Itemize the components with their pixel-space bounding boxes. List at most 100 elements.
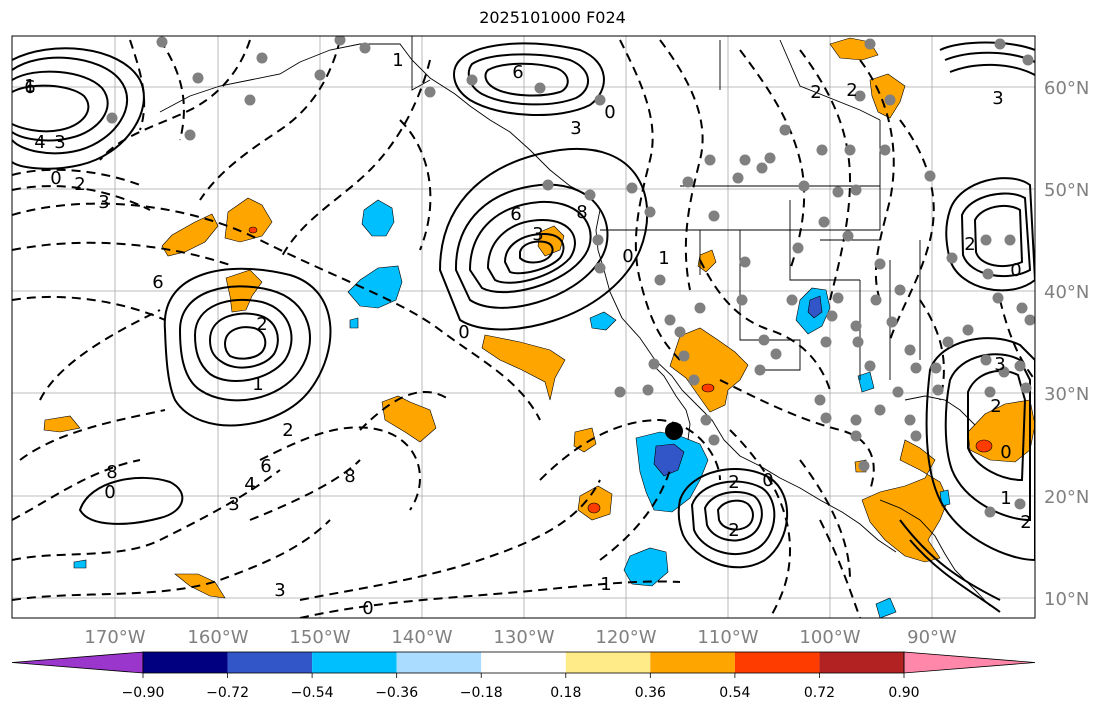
station-dot	[942, 336, 954, 348]
latitude-label: 10°N	[1044, 589, 1089, 610]
station-dot	[534, 82, 546, 94]
station-dot	[708, 434, 720, 446]
station-dot	[592, 234, 604, 246]
contour-label: 3	[992, 88, 1003, 109]
contour-label: 3	[228, 494, 239, 515]
colorbar-tick-label: 0.90	[888, 685, 919, 701]
colorbar-tick-label: −0.36	[375, 685, 418, 701]
dashed-contour-lines	[12, 39, 1035, 618]
station-dot	[980, 234, 992, 246]
contour-label: 0	[362, 598, 373, 619]
station-dot	[648, 358, 660, 370]
colorbar-tick-label: 0.54	[719, 685, 750, 701]
station-dot	[682, 176, 694, 188]
colorbar-segment	[396, 652, 482, 673]
station-dot	[736, 294, 748, 306]
latitude-label: 50°N	[1044, 180, 1089, 201]
station-dot	[314, 69, 326, 81]
contour-label: 2	[964, 234, 975, 255]
station-dot	[992, 292, 1004, 304]
colorbar-segment	[819, 652, 904, 673]
coastlines-and-borders	[159, 36, 991, 607]
contour-label: 6	[152, 272, 163, 293]
colorbar-tick-labels: −0.90 −0.72 −0.54 −0.36 −0.18 0.18 0.36 0.54 0.7…	[122, 673, 920, 701]
station-dot	[850, 414, 862, 426]
longitude-label: 150°W	[289, 627, 350, 648]
station-dot	[852, 336, 864, 348]
station-dot	[688, 374, 700, 386]
station-dot	[1014, 498, 1026, 510]
station-dot	[894, 284, 906, 296]
station-dot	[832, 292, 844, 304]
station-dot	[786, 294, 798, 306]
contour-label: 3	[570, 118, 581, 139]
station-dot	[192, 72, 204, 84]
contour-label: 3	[532, 224, 543, 245]
station-dot	[754, 364, 766, 376]
contour-lines	[12, 41, 1035, 613]
colorbar	[11, 651, 1036, 674]
station-dot	[642, 384, 654, 396]
contour-label: 2	[846, 80, 857, 101]
station-dot	[739, 154, 751, 166]
colorbar-tick-label: −0.18	[460, 685, 503, 701]
station-dot	[256, 52, 268, 64]
station-dot	[594, 94, 606, 106]
station-dot	[732, 172, 744, 184]
colorbar-segment	[481, 652, 566, 673]
latitude-label: 40°N	[1044, 282, 1089, 303]
station-dot	[654, 274, 666, 286]
contour-label: 2	[1020, 512, 1031, 533]
station-dot	[884, 94, 896, 106]
contour-label: 2	[728, 472, 739, 493]
latitude-labels: 60°N 50°N 40°N 30°N 20°N 10°N	[1044, 78, 1089, 610]
contour-label: 0	[762, 470, 773, 491]
station-dot	[798, 180, 810, 192]
station-dot	[542, 179, 554, 191]
contour-label: 0	[1000, 442, 1011, 463]
contour-label: 1	[392, 50, 403, 71]
station-dot	[106, 112, 118, 124]
station-dot	[870, 294, 882, 306]
colorbar-tick-label: 0.72	[804, 685, 835, 701]
station-dot	[614, 386, 626, 398]
longitude-label: 100°W	[799, 627, 860, 648]
station-dot	[984, 506, 996, 518]
station-dot	[980, 354, 992, 366]
colorbar-extend-high	[903, 651, 1036, 674]
longitude-label: 120°W	[595, 627, 656, 648]
station-dot	[1016, 302, 1028, 314]
contour-label: 2	[990, 396, 1001, 417]
longitude-label: 90°W	[907, 627, 957, 648]
colorbar-tick-label: −0.90	[122, 685, 165, 701]
latitude-label: 30°N	[1044, 384, 1089, 405]
contour-label: 6	[512, 62, 523, 83]
station-dot	[1024, 314, 1035, 326]
contour-label: 4	[34, 132, 45, 153]
contour-label: 0	[50, 168, 61, 189]
storm-center-marker	[665, 422, 683, 440]
contour-label: 2	[256, 314, 267, 335]
contour-label: 0	[104, 482, 115, 503]
station-dot	[664, 314, 676, 326]
contour-label: 4	[244, 474, 255, 495]
colorbar-segment	[143, 652, 228, 673]
contour-label: 3	[994, 354, 1005, 375]
station-dot	[998, 366, 1010, 378]
station-dot	[924, 170, 936, 182]
station-dot	[932, 384, 944, 396]
contour-label: 3	[98, 192, 109, 213]
contour-label: 1	[600, 574, 611, 595]
longitude-label: 140°W	[391, 627, 452, 648]
station-dot	[814, 394, 826, 406]
station-dot	[874, 258, 886, 270]
station-dot	[858, 460, 870, 472]
station-dot	[982, 268, 994, 280]
station-dot	[818, 216, 830, 228]
contour-label: 2	[282, 420, 293, 441]
station-dot	[910, 430, 922, 442]
station-dot	[334, 36, 346, 46]
station-dot	[850, 320, 862, 332]
contour-label: 0	[604, 102, 615, 123]
